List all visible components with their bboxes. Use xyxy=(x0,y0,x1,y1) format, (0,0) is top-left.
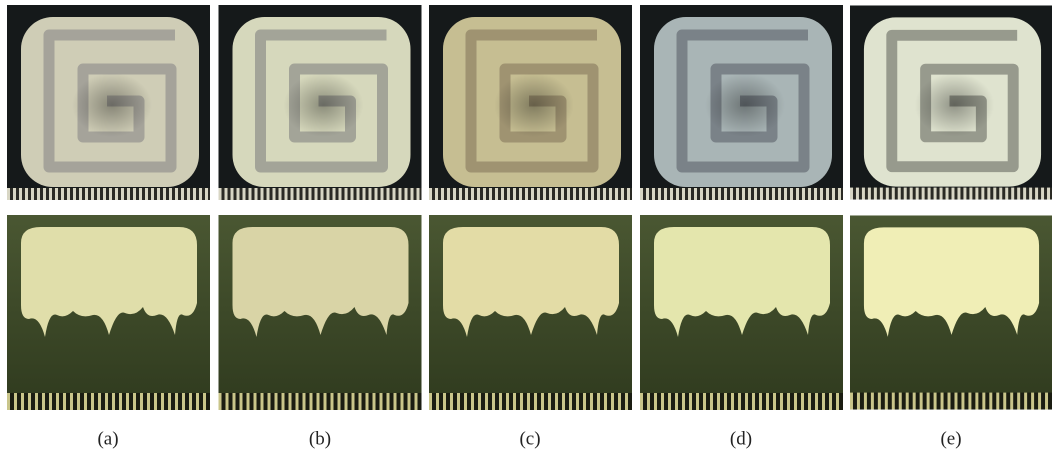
caption: (c) xyxy=(519,428,540,449)
photo xyxy=(850,5,1052,199)
photo xyxy=(850,215,1052,409)
photo xyxy=(429,5,632,200)
photo xyxy=(219,215,422,410)
photo xyxy=(7,5,210,200)
photo xyxy=(7,215,210,410)
page: (a) (b) (c) (d) (e) (() => { const data … xyxy=(0,0,1054,456)
photo xyxy=(640,5,843,200)
photo-row-top xyxy=(7,5,1052,200)
photo-row-bottom xyxy=(7,215,1052,410)
caption: (d) xyxy=(730,428,752,449)
photo xyxy=(640,215,843,410)
photo xyxy=(219,5,422,200)
caption: (a) xyxy=(97,428,118,449)
caption: (e) xyxy=(940,428,961,449)
figure: (a) (b) (c) (d) (e) xyxy=(0,0,1054,456)
caption: (b) xyxy=(309,428,331,449)
photo xyxy=(429,215,632,410)
